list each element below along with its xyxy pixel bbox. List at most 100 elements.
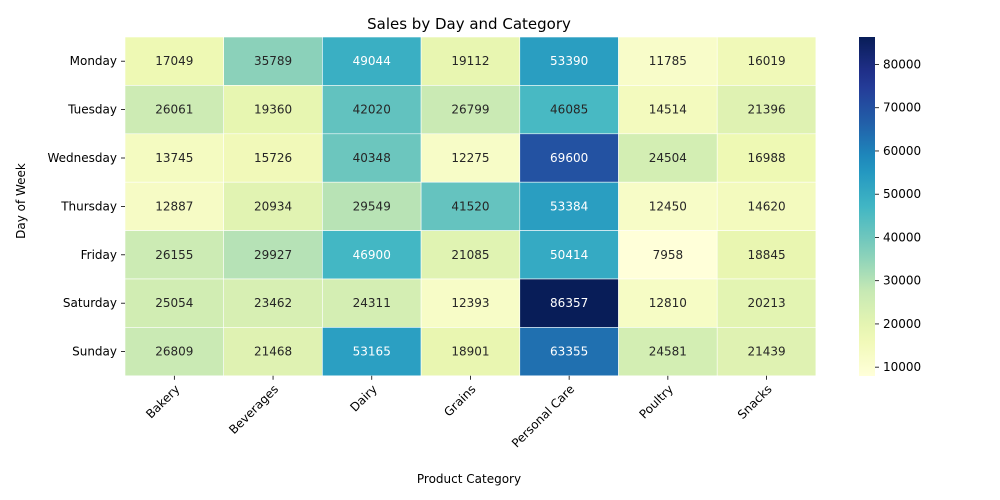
heatmap-cell xyxy=(223,278,323,328)
heatmap-cell xyxy=(716,327,817,377)
colorbar: 10000 20000 30000 40000 50000 60000 70000 80000 xyxy=(859,37,921,376)
heatmap-cell xyxy=(124,133,224,183)
chart-title: Sales by Day and Category xyxy=(367,15,571,33)
cell-value-label: 12887 xyxy=(155,199,193,213)
heatmap-cell xyxy=(519,278,619,328)
cell-value-label: 20213 xyxy=(747,296,785,310)
cell-value-label: 29549 xyxy=(353,199,391,213)
cell-value-label: 7958 xyxy=(653,248,684,262)
heatmap-cell xyxy=(420,133,521,183)
heatmap-cell xyxy=(124,230,224,280)
cell-value-label: 14514 xyxy=(649,103,687,117)
cell-value-label: 63355 xyxy=(550,345,588,359)
y-tick-label: Thursday xyxy=(60,199,117,213)
y-tick-label: Saturday xyxy=(63,296,117,310)
colorbar-tick-label: 80000 xyxy=(883,57,921,71)
heatmap-cell xyxy=(223,181,323,231)
colorbar-gradient xyxy=(859,37,875,376)
colorbar-tick-label: 30000 xyxy=(883,274,921,288)
x-tick-label: Bakery xyxy=(143,382,182,421)
heatmap-cell xyxy=(519,85,619,135)
cell-value-label: 26809 xyxy=(155,345,193,359)
cell-value-label: 23462 xyxy=(254,296,292,310)
heatmap-cell xyxy=(322,230,422,280)
x-tick-label: Personal Care xyxy=(509,382,577,450)
y-tick-label: Friday xyxy=(81,248,117,262)
cell-value-label: 42020 xyxy=(353,103,391,117)
y-tick-label: Tuesday xyxy=(67,103,117,117)
heatmap-cell xyxy=(519,327,619,377)
cell-value-label: 53165 xyxy=(353,345,391,359)
heatmap-cell xyxy=(322,36,422,86)
colorbar-tick-label: 20000 xyxy=(883,317,921,331)
cell-value-label: 12275 xyxy=(451,151,489,165)
cell-value-label: 24581 xyxy=(649,345,687,359)
heatmap-cell xyxy=(124,327,224,377)
cell-value-label: 16019 xyxy=(747,54,785,68)
x-tick-label: Poultry xyxy=(636,382,675,421)
cell-value-label: 19112 xyxy=(451,54,489,68)
cell-value-label: 46900 xyxy=(353,248,391,262)
cell-value-label: 25054 xyxy=(155,296,193,310)
colorbar-tick-label: 10000 xyxy=(883,360,921,374)
cell-value-label: 13745 xyxy=(155,151,193,165)
heatmap-cell xyxy=(618,327,718,377)
heatmap-cell xyxy=(716,181,817,231)
x-axis-ticks: Bakery Beverages Dairy Grains Personal Care P… xyxy=(143,375,775,450)
cell-value-label: 53384 xyxy=(550,199,588,213)
cell-value-label: 20934 xyxy=(254,199,292,213)
cell-value-label: 12810 xyxy=(649,296,687,310)
heatmap-cell xyxy=(124,36,224,86)
heatmap-cell xyxy=(124,278,224,328)
cell-value-label: 26155 xyxy=(155,248,193,262)
cell-value-label: 40348 xyxy=(353,151,391,165)
cell-value-label: 53390 xyxy=(550,54,588,68)
cell-value-label: 26799 xyxy=(451,103,489,117)
colorbar-tick-label: 60000 xyxy=(883,144,921,158)
heatmap-cell xyxy=(223,36,323,86)
cell-value-label: 16988 xyxy=(747,151,785,165)
cell-value-label: 14620 xyxy=(747,199,785,213)
heatmap-cells: 17049 35789 49044 19112 53390 11785 16019 26061… xyxy=(124,36,817,377)
cell-value-label: 12450 xyxy=(649,199,687,213)
heatmap-cell xyxy=(223,133,323,183)
x-axis-label: Product Category xyxy=(417,472,521,486)
y-tick-label: Wednesday xyxy=(48,151,117,165)
heatmap-cell xyxy=(420,181,521,231)
cell-value-label: 49044 xyxy=(353,54,391,68)
heatmap-cell xyxy=(322,278,422,328)
cell-value-label: 46085 xyxy=(550,103,588,117)
cell-value-label: 26061 xyxy=(155,103,193,117)
cell-value-label: 17049 xyxy=(155,54,193,68)
cell-value-label: 21396 xyxy=(747,103,785,117)
cell-value-label: 21468 xyxy=(254,345,292,359)
heatmap-cell xyxy=(124,181,224,231)
heatmap-cell xyxy=(618,36,718,86)
cell-value-label: 35789 xyxy=(254,54,292,68)
cell-value-label: 50414 xyxy=(550,248,588,262)
heatmap-cell xyxy=(420,278,521,328)
heatmap-cell xyxy=(716,133,817,183)
heatmap-cell xyxy=(618,85,718,135)
cell-value-label: 24504 xyxy=(649,151,687,165)
heatmap-cell xyxy=(124,85,224,135)
x-tick-label: Dairy xyxy=(347,382,380,415)
cell-value-label: 19360 xyxy=(254,103,292,117)
y-axis-label: Day of Week xyxy=(14,163,28,239)
x-tick-label: Grains xyxy=(441,382,478,419)
heatmap-cell xyxy=(716,278,817,328)
cell-value-label: 86357 xyxy=(550,296,588,310)
heatmap-cell xyxy=(618,181,718,231)
y-tick-label: Sunday xyxy=(72,345,117,359)
heatmap-cell xyxy=(519,36,619,86)
cell-value-label: 12393 xyxy=(451,296,489,310)
colorbar-tick-label: 40000 xyxy=(883,230,921,244)
heatmap-cell xyxy=(420,327,521,377)
heatmap-cell xyxy=(322,327,422,377)
heatmap-cell xyxy=(618,133,718,183)
cell-value-label: 21439 xyxy=(747,345,785,359)
colorbar-tick-label: 70000 xyxy=(883,101,921,115)
cell-value-label: 21085 xyxy=(451,248,489,262)
y-axis-ticks: Monday Tuesday Wednesday Thursday Friday Satu… xyxy=(48,54,125,359)
